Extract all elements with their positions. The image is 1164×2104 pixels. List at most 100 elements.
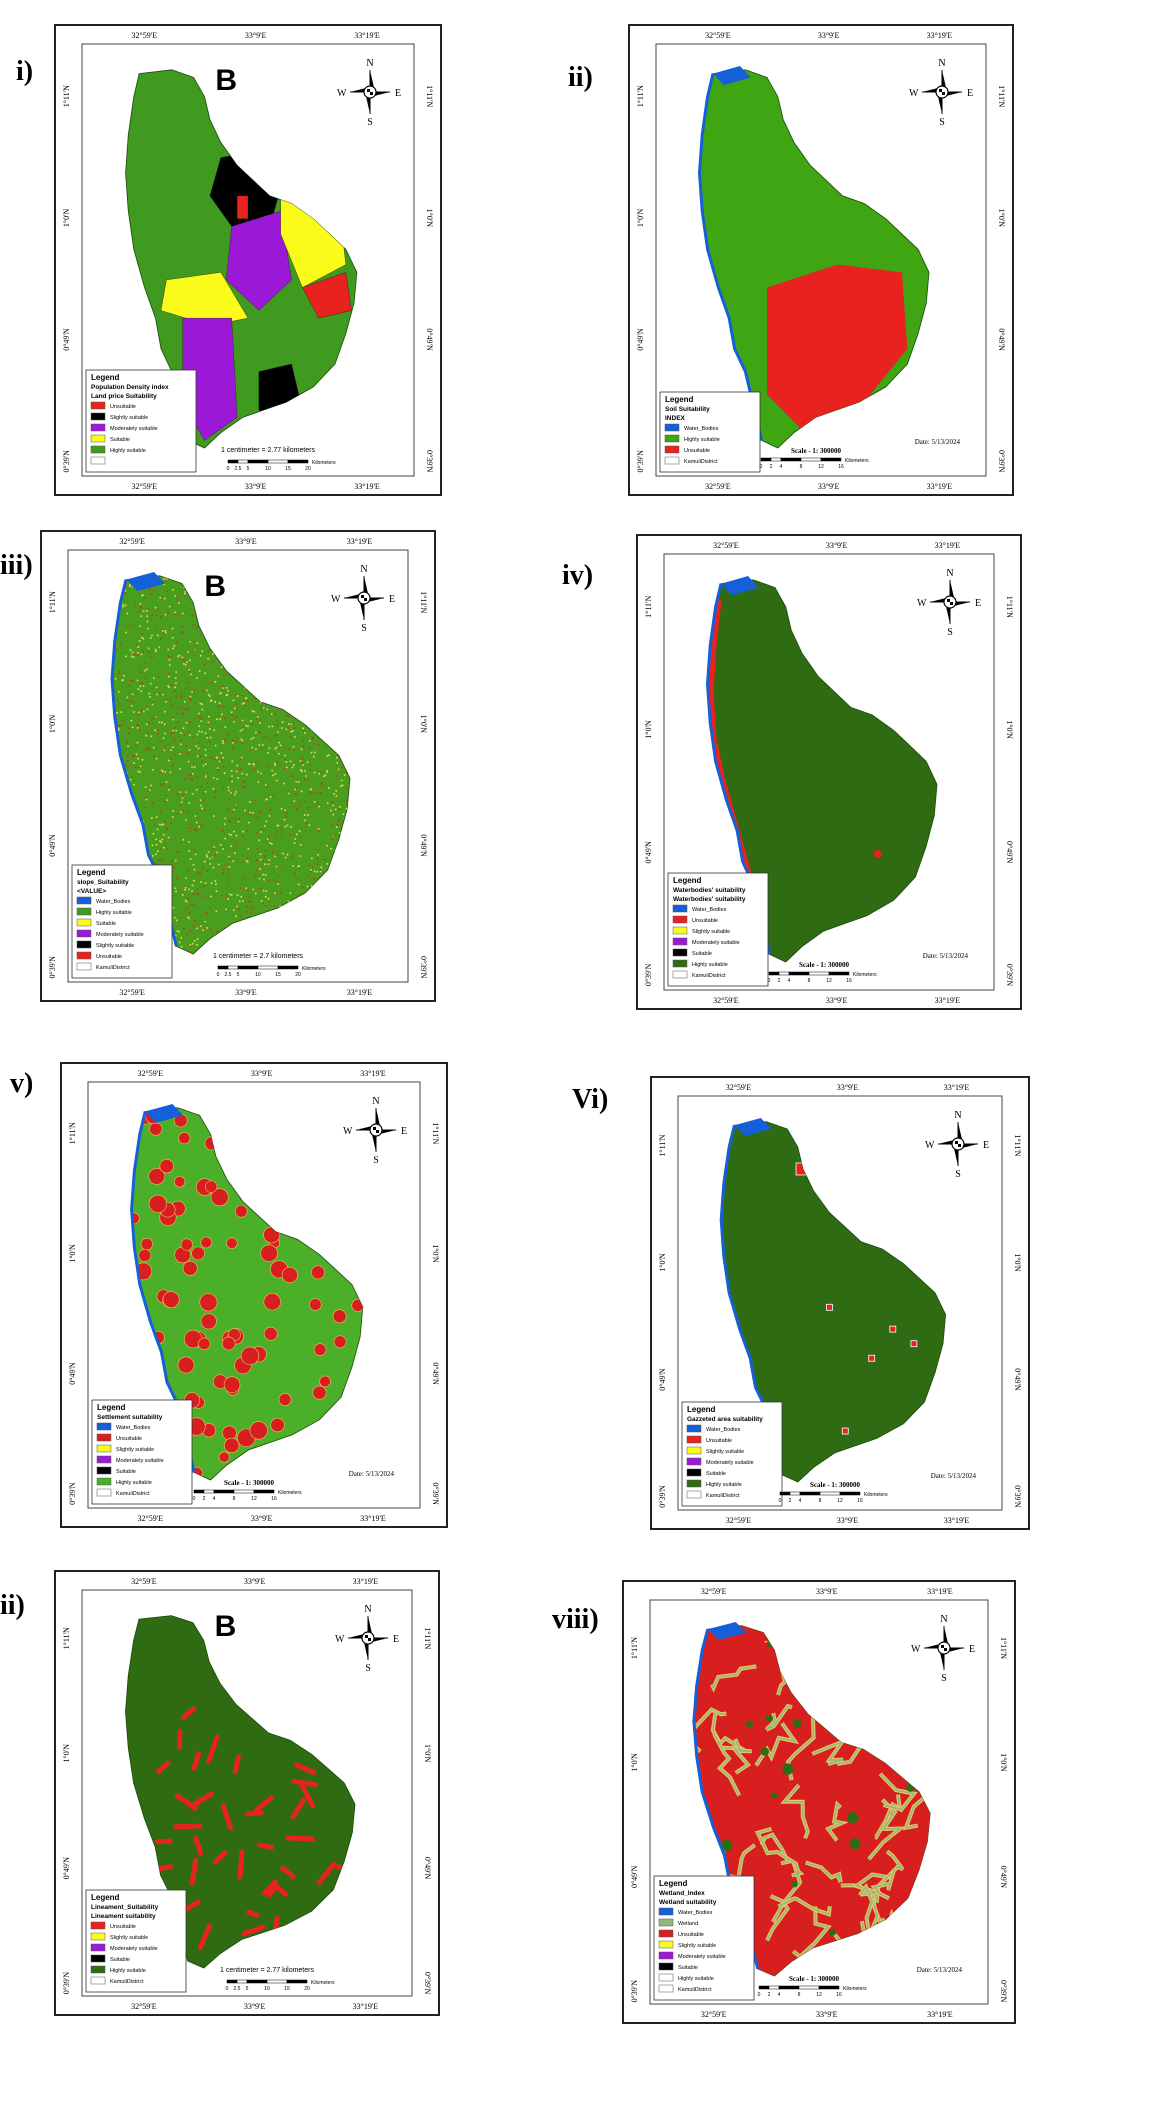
slope-pixel [144, 676, 147, 679]
slope-pixel [229, 820, 231, 822]
coord-right-label: 0°49'N [419, 834, 428, 857]
slope-pixel [197, 742, 200, 744]
slope-pixel [168, 788, 170, 791]
slope-pixel [209, 863, 211, 865]
coord-bottom-label: 32°59'E [701, 2010, 727, 2019]
slope-pixel [136, 723, 138, 726]
slope-pixel [190, 903, 193, 906]
lineament-buffer [254, 1795, 275, 1813]
slope-pixel [241, 772, 244, 775]
slope-pixel [174, 686, 176, 689]
lineament-buffer [212, 1850, 228, 1865]
slope-pixel [242, 726, 244, 729]
slope-pixel [231, 741, 234, 744]
slope-pixel [193, 689, 196, 692]
slope-pixel [184, 687, 187, 690]
slope-pixel [172, 704, 174, 707]
scale-tick: 5 [246, 1986, 249, 1992]
slope-pixel [212, 776, 215, 779]
slope-pixel [139, 603, 142, 605]
slope-pixel [171, 627, 174, 630]
slope-pixel [257, 770, 259, 773]
slope-pixel [131, 755, 134, 758]
slope-pixel [204, 895, 206, 898]
slope-pixel [182, 727, 185, 729]
slope-pixel [239, 730, 242, 732]
scale-tick: 5 [237, 972, 240, 978]
legend-swatch [658, 1940, 674, 1949]
slope-pixel [252, 762, 254, 765]
slope-pixel [268, 712, 271, 715]
panel-letter: B [215, 64, 237, 97]
wetland-channel [733, 1738, 752, 1774]
legend-item-label: Moderately suitable [116, 1458, 164, 1464]
coord-bottom-label: 33°9'E [837, 1516, 859, 1525]
slope-pixel [309, 739, 311, 742]
slope-pixel [305, 838, 308, 841]
slope-pixel [175, 877, 178, 880]
coord-left-label: 1°0'N [636, 208, 645, 227]
slope-pixel [298, 830, 301, 832]
slope-pixel [208, 695, 211, 697]
suitability-layer [767, 264, 908, 433]
slope-pixel [172, 718, 175, 721]
panel-letter: B [204, 570, 226, 603]
slope-pixel [292, 855, 294, 858]
slope-pixel [239, 759, 242, 761]
slope-pixel [196, 677, 198, 679]
legend-swatch [672, 904, 688, 913]
slope-pixel [220, 752, 223, 754]
coord-left-label: 0°39'N [658, 1485, 667, 1508]
legend-swatch [686, 1457, 702, 1466]
slope-pixel [147, 607, 149, 610]
slope-pixel [274, 747, 277, 750]
slope-pixel [280, 833, 283, 836]
scale-tick: 16 [271, 1496, 277, 1502]
slope-pixel [222, 867, 225, 870]
wetland-channel [711, 1665, 757, 1690]
compass-center-mark [364, 598, 367, 601]
slope-pixel [155, 757, 158, 760]
slope-pixel [187, 774, 189, 776]
coord-bottom-label: 33°9'E [818, 482, 840, 491]
slope-pixel [264, 850, 267, 852]
slope-pixel [163, 820, 166, 823]
slope-pixel [302, 740, 305, 742]
legend-swatch [658, 1907, 674, 1916]
legend: Legendslope_Suitability<VALUE>Water_Bodi… [71, 864, 173, 979]
slope-pixel [181, 713, 184, 716]
slope-pixel [186, 933, 189, 936]
slope-pixel [136, 652, 139, 654]
coord-left-label: 0°39'N [644, 964, 653, 987]
slope-pixel [193, 868, 196, 871]
slope-pixel [129, 585, 131, 587]
slope-pixel [189, 697, 191, 700]
coord-right-label: 1°11'N [425, 85, 434, 107]
legend-swatch [658, 1962, 674, 1971]
slope-pixel [272, 774, 274, 777]
slope-pixel [210, 882, 213, 885]
slope-pixel [160, 595, 163, 598]
slope-pixel [143, 774, 145, 777]
slope-pixel [225, 687, 228, 689]
slope-pixel [245, 859, 248, 862]
slope-pixel [333, 835, 336, 837]
legend-item-label: KamuliDistrict [684, 459, 718, 465]
slope-pixel [175, 671, 178, 673]
suitability-layer [131, 1108, 363, 1480]
map-svg: 32°59'E 33°9'E 33°19'E32°59'E 33°9'E 33°19'E… [658, 1083, 1022, 1525]
scale-tick: 12 [251, 1496, 257, 1502]
scale-segment [760, 457, 772, 462]
legend-item-label: Water_Bodies [116, 1425, 151, 1431]
slope-pixel [260, 719, 262, 722]
legend-item-label: Unsuitable [684, 448, 710, 454]
settlement-buffer [149, 1122, 163, 1136]
map-panel-gazetted: 32°59'E 33°9'E 33°19'E 32°59'E 33°9'E 33°19'E… [650, 1076, 1030, 1530]
scale-segment [253, 1489, 275, 1494]
coord-top-label: 33°19'E [347, 537, 373, 546]
scale-tick: 0 [226, 1986, 229, 1992]
